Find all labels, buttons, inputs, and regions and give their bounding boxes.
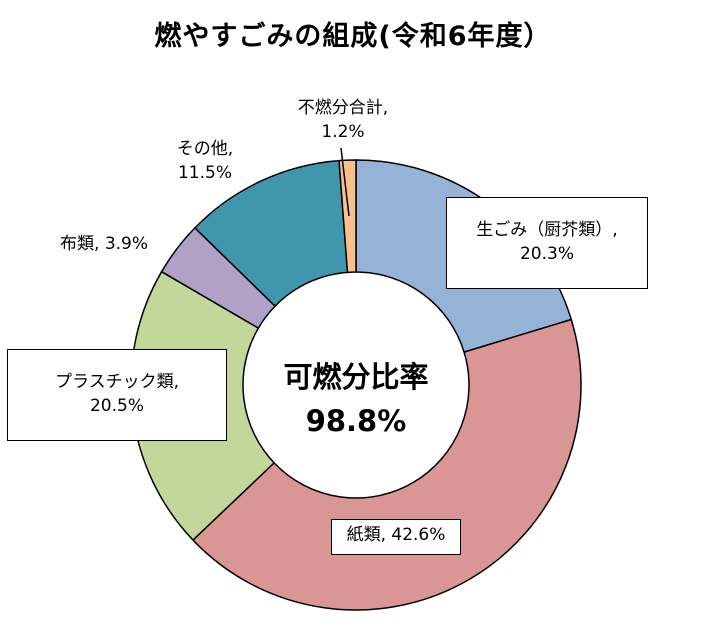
label-paper-value: 42.6% [391,525,446,545]
label-other-name: その他 [176,139,228,159]
label-cloth-value: 3.9% [104,234,149,254]
label-food-waste-value: 20.3% [519,244,574,264]
chart-title: 燃やすごみの組成(令和6年度） [154,21,552,52]
slice-nonburnable [338,159,357,274]
slice-paper [191,318,582,611]
label-cloth-name: 布類 [60,234,94,254]
label-food-waste: 生ごみ（厨芥類）, 20.3% [446,197,648,289]
label-nonburnable-value: 1.2% [321,122,365,142]
center-label-title: 可燃分比率 [283,360,429,394]
label-plastic: プラスチック類, 20.5% [7,349,227,441]
label-nonburnable-name: 不燃分合計 [297,98,383,118]
label-other: その他, 11.5% [160,137,250,185]
label-paper: 紙類, 42.6% [331,519,461,555]
center-label-value: 98.8% [305,404,407,438]
label-plastic-value: 20.5% [89,396,144,416]
center-label: 可燃分比率 98.8% [246,355,466,443]
label-other-value: 11.5% [177,163,232,183]
leader-line-nonburnable [340,147,350,217]
label-nonburnable: 不燃分合計, 1.2% [278,96,408,144]
label-paper-name: 紙類 [346,525,381,545]
label-cloth: 布類, 3.9% [60,234,149,254]
label-plastic-name: プラスチック類 [54,372,174,392]
label-food-waste-name: 生ごみ（厨芥類） [476,220,613,240]
